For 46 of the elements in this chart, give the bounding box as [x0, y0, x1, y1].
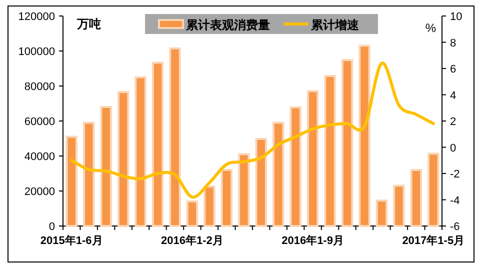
- x-tick-label: 2016年1-9月: [282, 234, 344, 247]
- x-tick-label: 2017年1-5月: [402, 234, 465, 247]
- legend-label: 累计表观消费量: [185, 18, 270, 32]
- bar: [83, 122, 95, 227]
- bar: [341, 59, 354, 227]
- bar: [134, 76, 146, 227]
- bar: [306, 90, 319, 227]
- x-tick-label: 2016年1-2月: [161, 234, 224, 247]
- y-axis-title: 万吨: [76, 17, 101, 31]
- y-tick-label: 0: [48, 221, 55, 233]
- bar: [204, 186, 216, 227]
- y2-tick-label: -6: [450, 221, 460, 233]
- y-tick-label: 100000: [18, 46, 55, 58]
- bar: [169, 47, 181, 227]
- y-tick-label: 120000: [18, 11, 55, 23]
- bar: [186, 200, 198, 227]
- y2-tick-label: 2: [450, 116, 456, 128]
- y2-tick-label: 10: [450, 11, 462, 23]
- bar: [410, 169, 422, 227]
- bar: [376, 200, 388, 227]
- y2-tick-label: -2: [450, 168, 460, 180]
- bar: [358, 44, 370, 227]
- bar: [66, 136, 78, 227]
- y-tick-label: 40000: [24, 151, 55, 163]
- bar: [272, 122, 284, 227]
- bar: [428, 152, 440, 227]
- bar: [255, 138, 267, 227]
- bar: [100, 106, 112, 227]
- bar: [117, 91, 130, 227]
- bar: [324, 75, 336, 227]
- y-tick-label: 60000: [24, 116, 55, 128]
- y2-axis-title: %: [425, 21, 436, 35]
- legend-label: 累计增速: [310, 18, 360, 32]
- y2-tick-label: 6: [450, 64, 456, 76]
- bar: [238, 153, 250, 227]
- y2-tick-label: -4: [450, 194, 460, 207]
- y-tick-label: 20000: [24, 186, 55, 198]
- y2-tick-label: 4: [450, 90, 456, 102]
- bar: [152, 62, 164, 227]
- bar: [290, 106, 302, 227]
- bar: [393, 184, 405, 227]
- y2-tick-label: 8: [450, 37, 456, 50]
- bar: [220, 169, 232, 227]
- y2-tick-label: 0: [450, 142, 456, 154]
- y-tick-label: 80000: [24, 81, 55, 93]
- x-tick-label: 2015年1-6月: [40, 234, 103, 247]
